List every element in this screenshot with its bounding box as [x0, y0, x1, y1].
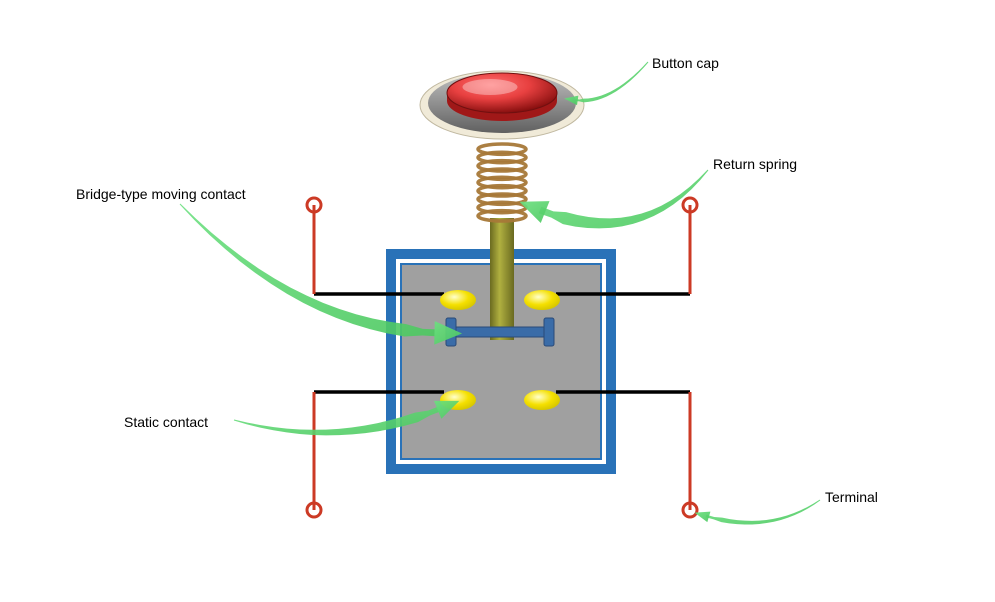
return-spring — [478, 144, 526, 221]
shaft — [490, 218, 514, 340]
label-terminal: Terminal — [825, 489, 878, 505]
label-return-spring: Return spring — [713, 156, 797, 172]
shaft-rect — [490, 218, 514, 340]
diagram-canvas — [0, 0, 995, 602]
button-cap — [420, 71, 584, 139]
arrow-button_cap — [575, 62, 649, 103]
arrow-terminal — [706, 500, 821, 525]
label-static-contact: Static contact — [124, 414, 208, 430]
label-bridge-contact: Bridge-type moving contact — [76, 186, 246, 202]
label-button-cap: Button cap — [652, 55, 719, 71]
arrow-return_spring — [539, 170, 709, 229]
